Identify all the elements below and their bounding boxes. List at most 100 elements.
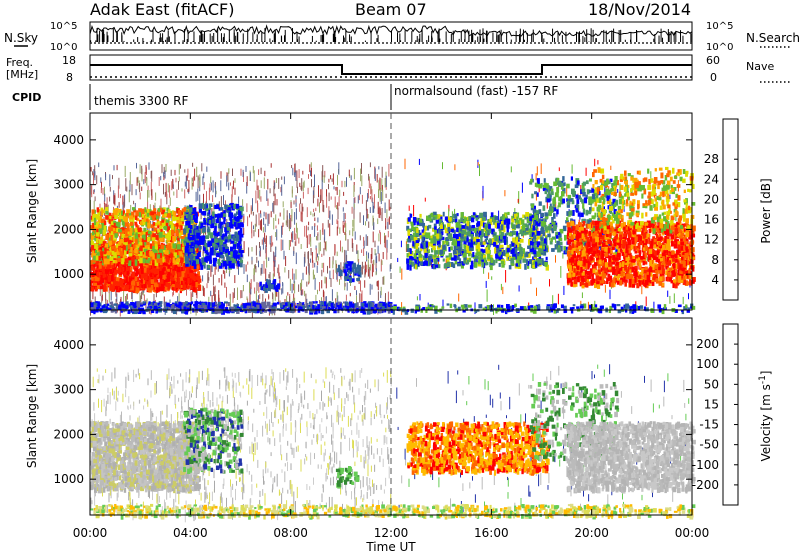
power-scatter (103, 216, 105, 221)
power-scatter (172, 178, 174, 189)
power-scatter (329, 257, 331, 269)
power-echo (96, 207, 100, 213)
power-echo (93, 282, 98, 286)
power-echo (116, 267, 120, 272)
power-echo (476, 242, 480, 249)
power-echo (544, 217, 547, 222)
power-echo (146, 279, 150, 285)
power-scatter (300, 282, 301, 291)
power-scatter (137, 176, 139, 183)
power-echo (152, 213, 157, 218)
power-echo (92, 225, 97, 230)
power-scatter (364, 280, 366, 288)
power-echo (94, 217, 97, 221)
power-scatter (325, 296, 327, 307)
power-echo (212, 242, 216, 247)
power-echo (197, 240, 202, 246)
power-scatter (243, 241, 245, 253)
power-scatter (369, 264, 371, 271)
power-echo (166, 207, 170, 212)
power-scatter (385, 193, 387, 198)
power-echo (170, 225, 174, 232)
power-scatter (563, 285, 565, 295)
power-echo (168, 209, 171, 214)
power-scatter (258, 282, 260, 293)
power-echo (224, 204, 228, 209)
power-echo (168, 261, 171, 266)
power-echo (174, 273, 178, 279)
power-echo (198, 245, 202, 250)
power-echo (130, 275, 135, 280)
power-echo (166, 275, 171, 281)
power-echo (104, 250, 108, 257)
power-echo (181, 271, 186, 278)
power-scatter (321, 280, 323, 289)
power-echo (130, 247, 133, 253)
power-scatter (176, 189, 178, 199)
power-echo (118, 214, 122, 220)
power-scatter (371, 263, 373, 277)
power-scatter (164, 170, 166, 179)
power-scatter (320, 194, 322, 201)
power-echo (116, 281, 120, 287)
power-scatter (535, 193, 537, 201)
power-scatter (191, 177, 193, 190)
power-scatter (385, 235, 387, 249)
power-scatter (163, 183, 164, 195)
power-echo (187, 233, 190, 240)
power-echo (92, 216, 95, 221)
power-scatter (147, 185, 149, 191)
power-scatter (384, 202, 386, 213)
power-scatter (101, 224, 103, 237)
power-echo (193, 260, 197, 265)
power-echo (113, 220, 117, 224)
power-scatter (379, 230, 381, 234)
power-echo (138, 212, 142, 218)
power-echo (146, 259, 150, 264)
power-scatter (381, 185, 383, 192)
power-echo (180, 236, 185, 240)
power-scatter (293, 246, 295, 254)
power-scatter (202, 250, 204, 260)
power-scatter (369, 283, 371, 295)
power-scatter (243, 215, 245, 221)
power-scatter (314, 217, 316, 222)
power-echo (108, 236, 112, 242)
power-scatter (192, 176, 194, 187)
power-scatter (213, 202, 215, 216)
power-echo (181, 215, 185, 219)
power-echo (189, 207, 194, 213)
power-scatter (526, 214, 528, 221)
power-echo (356, 264, 359, 269)
power-echo (198, 251, 201, 258)
power-echo (109, 264, 112, 269)
power-scatter (281, 176, 283, 180)
power-scatter (241, 220, 243, 224)
power-scatter (342, 266, 344, 273)
power-echo (189, 273, 193, 279)
date-title: 18/Nov/2014 (588, 0, 691, 19)
power-echo (141, 286, 146, 291)
power-echo (520, 219, 525, 225)
power-scatter (228, 168, 230, 174)
power-echo (116, 251, 121, 255)
power-scatter (266, 256, 268, 268)
power-scatter (225, 223, 226, 229)
power-scatter (333, 186, 335, 190)
power-echo (123, 237, 128, 243)
power-echo (349, 261, 354, 265)
power-scatter (540, 163, 542, 174)
power-echo (138, 271, 142, 275)
power-echo (98, 263, 102, 269)
power-scatter (314, 274, 315, 279)
power-scatter (369, 162, 371, 168)
power-scatter (256, 179, 258, 191)
power-echo (160, 220, 164, 227)
power-echo (193, 224, 197, 229)
power-echo (126, 209, 130, 214)
power-echo (155, 275, 159, 280)
power-echo (214, 245, 219, 249)
power-scatter (323, 248, 325, 256)
power-echo (131, 251, 135, 256)
power-echo (240, 222, 244, 226)
